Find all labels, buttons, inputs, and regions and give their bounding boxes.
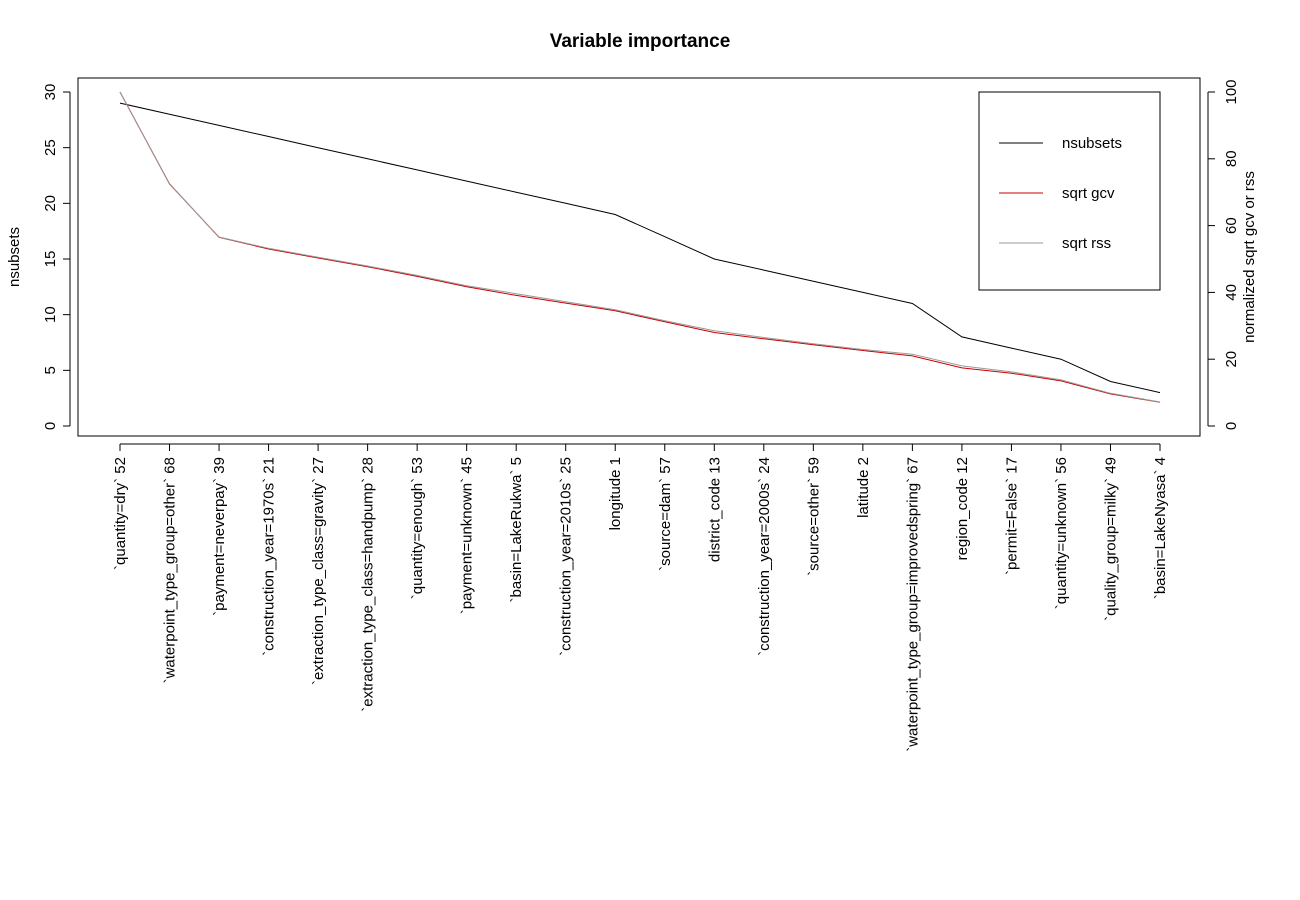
y-tick-label: 15	[42, 251, 59, 268]
x-tick-label: district_code 13	[706, 457, 723, 562]
series-lines	[119, 91, 1161, 403]
x-tick-label: `source=dam` 57	[657, 457, 674, 571]
x-tick-label: `permit=False` 17	[1003, 457, 1020, 575]
series-line-nsubsets	[119, 102, 1161, 394]
x-tick-label: `quantity=dry` 52	[112, 457, 129, 570]
x-tick-label: latitude 2	[855, 457, 872, 518]
y2-tick-label: 60	[1223, 217, 1240, 234]
x-tick-label: `basin=LakeRukwa` 5	[508, 457, 525, 603]
y-axis-label: nsubsets	[6, 227, 23, 287]
y-tick-label: 25	[42, 139, 59, 156]
x-tick-label: `extraction_type_class=gravity` 27	[310, 457, 327, 685]
y-tick-label: 20	[42, 195, 59, 212]
x-tick-label: `payment=unknown` 45	[459, 457, 476, 614]
legend-label: sqrt gcv	[1062, 185, 1115, 202]
axes: 0 5 10 15 20 25 30 0 20 40 60 80 100 `quantity=dry` 5…	[42, 79, 1240, 751]
x-tick-label: `waterpoint_type_group=improvedspring` 6…	[904, 457, 921, 752]
y-tick-label: 10	[42, 306, 59, 323]
x-tick-label: `construction_year=2000s` 24	[756, 457, 773, 656]
x-tick-label: `construction_year=1970s` 21	[261, 457, 278, 656]
x-tick-label: `quantity=enough` 53	[409, 457, 426, 599]
series-line-sqrt-rss	[119, 91, 1161, 403]
x-tick-label: `quality_group=milky` 49	[1102, 457, 1119, 621]
y2-tick-label: 0	[1223, 422, 1240, 430]
legend-label: sqrt rss	[1062, 235, 1111, 252]
x-tick-label: `quantity=unknown` 56	[1053, 457, 1070, 609]
chart-title: Variable importance	[550, 31, 731, 52]
y2-tick-label: 40	[1223, 284, 1240, 301]
y-tick-label: 5	[42, 366, 59, 374]
plot-frame	[77, 77, 1201, 437]
y-tick-label: 0	[42, 422, 59, 430]
y2-tick-label: 100	[1223, 79, 1240, 104]
x-tick-label: `basin=LakeNyasa` 4	[1152, 457, 1169, 599]
x-tick-label: `waterpoint_type_group=other` 68	[162, 457, 179, 683]
x-tick-label: region_code 12	[954, 457, 971, 560]
y-tick-label: 30	[42, 84, 59, 101]
y2-axis-label: normalized sqrt gcv or rss	[1241, 171, 1258, 343]
x-tick-label: `source=other` 59	[805, 457, 822, 576]
legend-box	[978, 91, 1161, 291]
legend: nsubsets sqrt gcv sqrt rss	[978, 91, 1161, 291]
series-line-sqrt-gcv	[119, 91, 1161, 403]
y2-tick-label: 80	[1223, 150, 1240, 167]
x-tick-label: `extraction_type_class=handpump` 28	[360, 457, 377, 712]
x-tick-label: longitude 1	[607, 457, 624, 530]
x-tick-label: `construction_year=2010s` 25	[558, 457, 575, 656]
y2-tick-label: 20	[1223, 351, 1240, 368]
legend-label: nsubsets	[1062, 135, 1122, 152]
x-tick-label: `payment=neverpay` 39	[211, 457, 228, 616]
